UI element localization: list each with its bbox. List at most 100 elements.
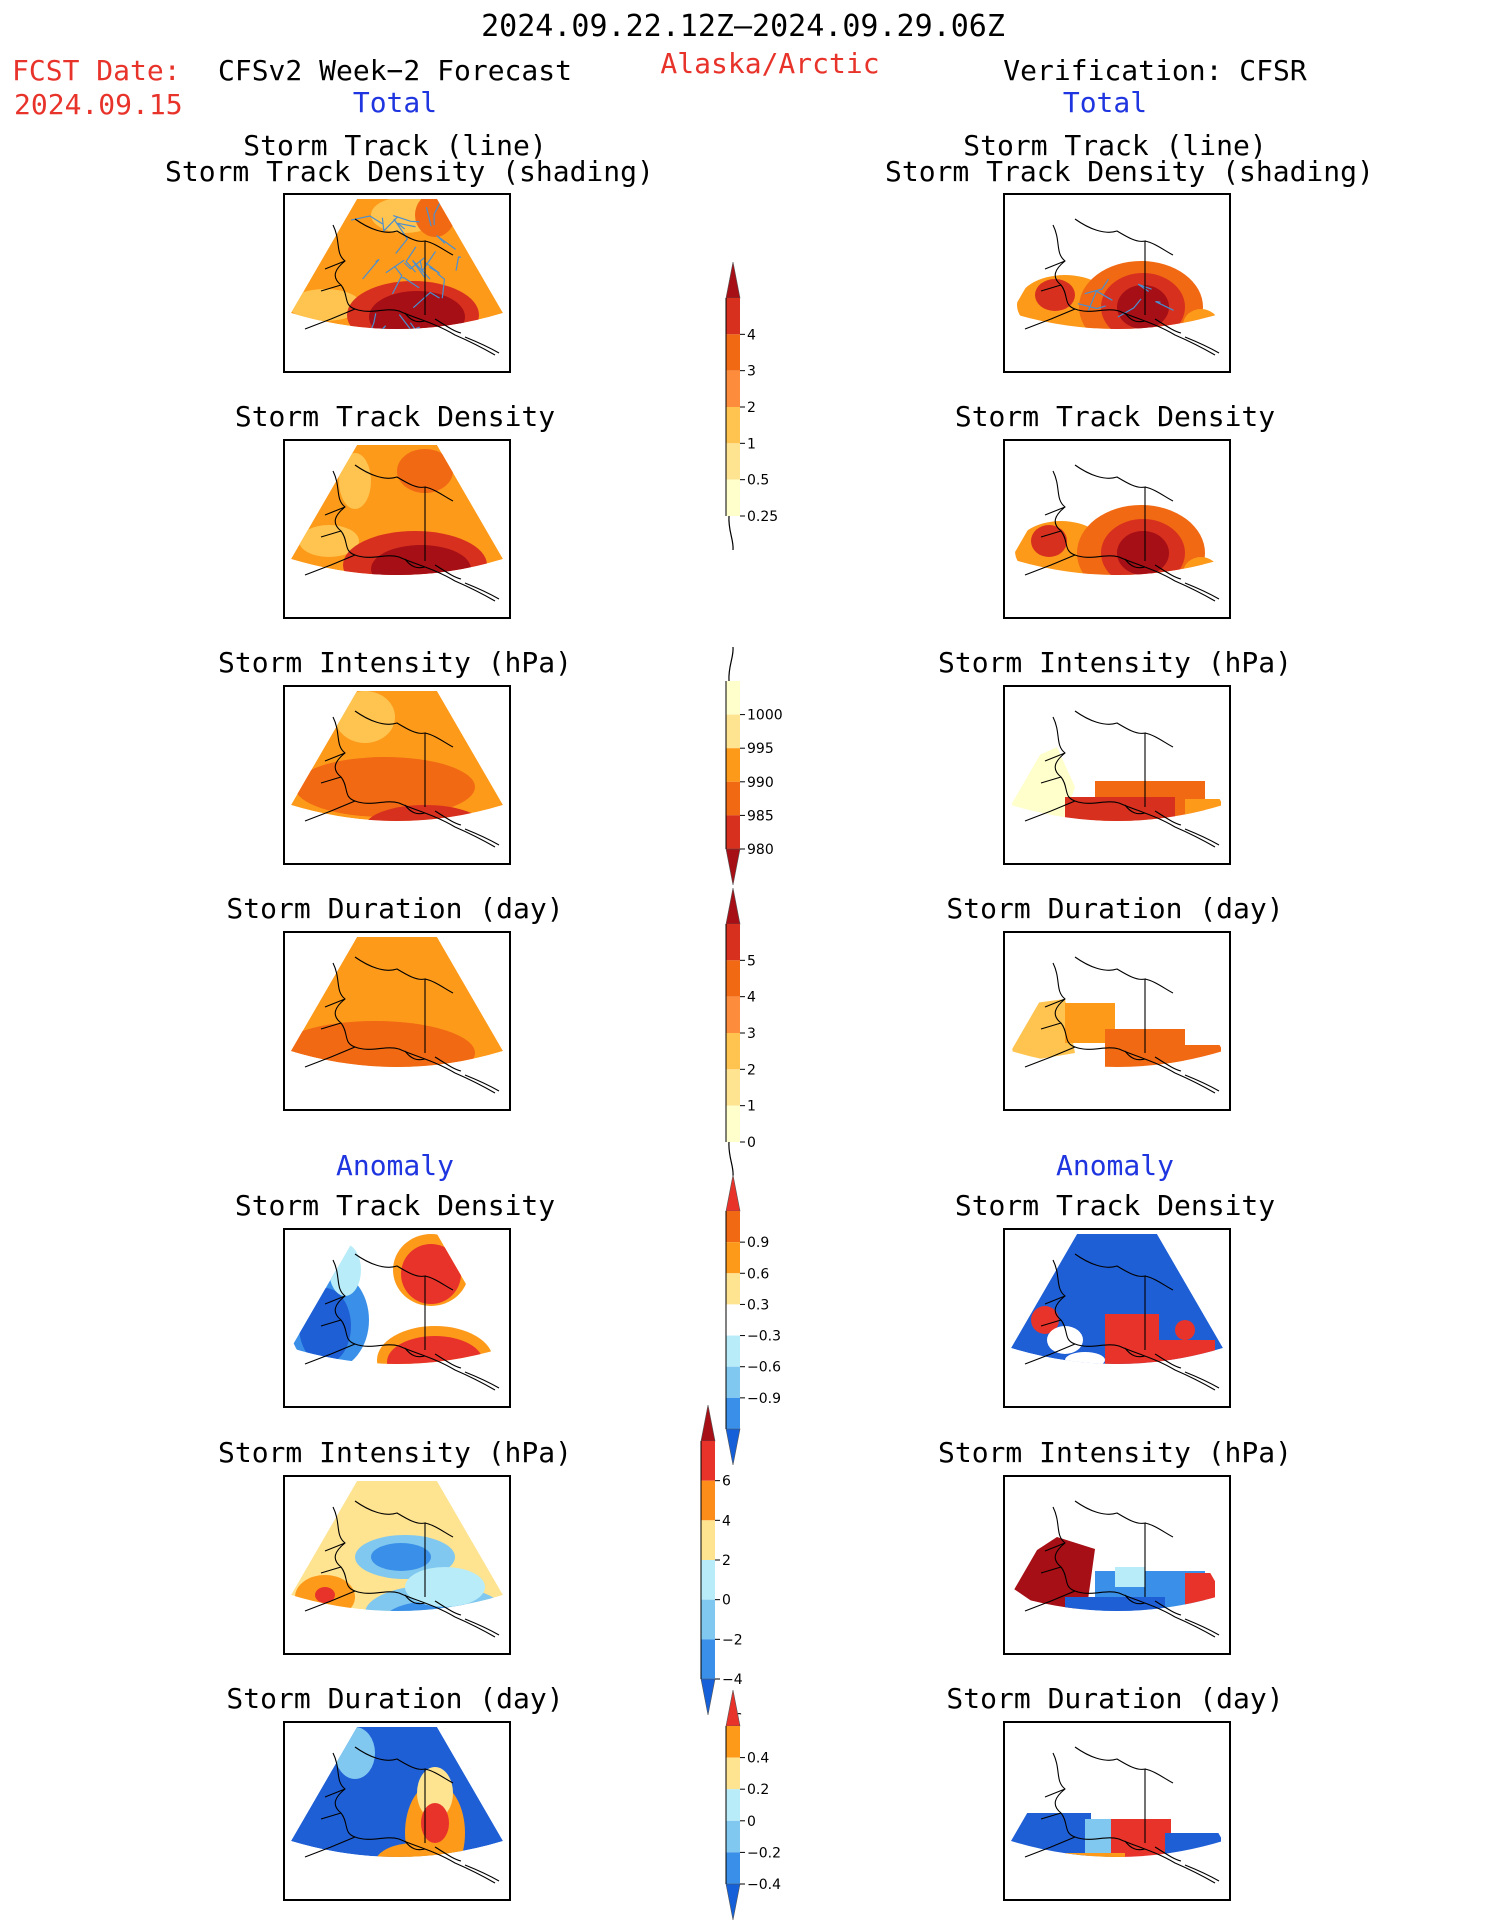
- field-shading: [1011, 747, 1221, 821]
- coastline: [1024, 218, 1220, 356]
- colorbar-tick-label: 985: [747, 808, 774, 824]
- coastline: [1024, 1746, 1220, 1884]
- coastline: [1024, 956, 1220, 1094]
- colorbar-tick-label: 0.3: [747, 1297, 769, 1313]
- colorbar-tick-label: 990: [747, 775, 774, 791]
- colorbar-tick-label: 1000: [747, 708, 783, 724]
- coastline: [1024, 710, 1220, 848]
- field-shading: [291, 1234, 503, 1364]
- colorbar-tick-label: 995: [747, 741, 774, 757]
- colorbar-tick-label: 1: [747, 1099, 756, 1115]
- left-anom-density-title: Storm Track Density: [234, 1189, 556, 1222]
- colorbar-tick-label: −0.6: [747, 1360, 781, 1376]
- map-verification-anom-density: [1003, 1228, 1231, 1408]
- right-density-title: Storm Track Density: [954, 400, 1276, 433]
- colorbar-tick-label: −4: [722, 1672, 743, 1688]
- colorbar-tick-label: 4: [747, 990, 756, 1006]
- region-title: Alaska/Arctic: [660, 47, 880, 80]
- colorbar-tick-label: 2: [722, 1553, 731, 1569]
- colorbar-density: 4 3 2 1 0.5 0.25: [725, 262, 778, 551]
- map-forecast-anom-density: [283, 1228, 511, 1408]
- colorbar-tick-label: 0: [747, 1135, 756, 1151]
- colorbar-tick-label: 5: [747, 953, 756, 969]
- field-shading: [1011, 999, 1221, 1067]
- left-track-line-title: Storm Track (line): [243, 129, 547, 162]
- field-shading: [291, 1481, 503, 1611]
- left-duration-title: Storm Duration (day): [226, 892, 564, 925]
- colorbar-tick-label: 3: [747, 364, 756, 380]
- colorbar-tick-label: −0.4: [747, 1877, 781, 1893]
- fcst-date-value: 2024.09.15: [14, 88, 183, 121]
- colorbar-tick-label: 0.6: [747, 1266, 769, 1282]
- coastline: [304, 1253, 500, 1391]
- colorbar-anom-duration: 0.4 0.2 0 −0.2 −0.4: [725, 1690, 781, 1920]
- left-anom-duration-title: Storm Duration (day): [226, 1682, 564, 1715]
- left-intensity-title: Storm Intensity (hPa): [217, 646, 572, 679]
- right-anom-intensity-title: Storm Intensity (hPa): [937, 1436, 1292, 1469]
- right-track-shading-title: Storm Track Density (shading): [885, 155, 1374, 188]
- map-forecast-intensity: [283, 685, 511, 865]
- colorbar-tick-label: 0.25: [747, 509, 778, 525]
- map-verification-anom-duration: [1003, 1721, 1231, 1901]
- fcst-date-label: FCST Date:: [12, 54, 181, 87]
- colorbar-tick-label: −2: [722, 1632, 743, 1648]
- colorbar-tick-label: 4: [747, 327, 756, 343]
- left-density-title: Storm Track Density: [234, 400, 556, 433]
- verification-total-label: Total: [1062, 86, 1148, 119]
- colorbar-intensity: 1000 995 990 985 980: [725, 646, 783, 885]
- colorbar-tick-label: 980: [747, 842, 774, 858]
- right-track-line-title: Storm Track (line): [963, 129, 1267, 162]
- map-forecast-density: [283, 439, 511, 619]
- field-shading: [291, 691, 503, 821]
- map-verification-anom-intensity: [1003, 1475, 1231, 1655]
- coastline: [1024, 1253, 1220, 1391]
- forecast-column-title: CFSv2 Week−2 Forecast: [217, 54, 572, 87]
- map-verification-duration: [1003, 931, 1231, 1111]
- colorbar-tick-label: 6: [722, 1474, 731, 1490]
- period-title: 2024.09.22.12Z–2024.09.29.06Z: [481, 9, 1005, 44]
- colorbar-tick-label: −0.2: [747, 1845, 781, 1861]
- map-forecast-anom-duration: [283, 1721, 511, 1901]
- field-shading: [1011, 1813, 1221, 1857]
- colorbar-tick-label: 2: [747, 400, 756, 416]
- field-shading: [1017, 261, 1219, 329]
- right-anomaly-label: Anomaly: [1055, 1149, 1174, 1182]
- colorbar-tick-label: 1: [747, 436, 756, 452]
- colorbar-tick-label: 4: [722, 1513, 731, 1529]
- colorbar-tick-label: 2: [747, 1062, 756, 1078]
- coastline: [1024, 464, 1220, 602]
- colorbar-tick-label: 0.4: [747, 1751, 769, 1767]
- map-verification-intensity: [1003, 685, 1231, 865]
- field-shading: [291, 1727, 503, 1857]
- map-verification-density: [1003, 439, 1231, 619]
- colorbar-tick-label: 0: [722, 1593, 731, 1609]
- colorbar-tick-label: 0.2: [747, 1782, 769, 1798]
- field-shading: [291, 445, 503, 575]
- right-anom-duration-title: Storm Duration (day): [946, 1682, 1284, 1715]
- verification-column-title: Verification: CFSR: [1003, 54, 1307, 87]
- field-shading: [1011, 1537, 1215, 1611]
- map-verification-track: [1003, 193, 1231, 373]
- colorbar-anom-density: 0.9 0.6 0.3 −0.3 −0.6 −0.9: [725, 1175, 781, 1465]
- field-shading: [291, 199, 503, 329]
- left-anomaly-label: Anomaly: [335, 1149, 454, 1182]
- colorbar-tick-label: −0.9: [747, 1391, 781, 1407]
- coastline: [304, 218, 500, 356]
- right-duration-title: Storm Duration (day): [946, 892, 1284, 925]
- colorbar-tick-label: 0.9: [747, 1235, 769, 1251]
- right-anom-density-title: Storm Track Density: [954, 1189, 1276, 1222]
- map-forecast-track: [283, 193, 511, 373]
- field-shading: [291, 937, 503, 1067]
- coastline: [304, 710, 500, 848]
- coastline: [304, 1500, 500, 1638]
- right-intensity-title: Storm Intensity (hPa): [937, 646, 1292, 679]
- colorbar-tick-label: 3: [747, 1026, 756, 1042]
- coastline: [1024, 1500, 1220, 1638]
- colorbar-tick-label: 0.5: [747, 473, 769, 489]
- forecast-total-label: Total: [352, 86, 438, 119]
- colorbar-tick-label: −0.3: [747, 1329, 781, 1345]
- left-anom-intensity-title: Storm Intensity (hPa): [217, 1436, 572, 1469]
- left-track-shading-title: Storm Track Density (shading): [165, 155, 654, 188]
- colorbar-tick-label: 0: [747, 1814, 756, 1830]
